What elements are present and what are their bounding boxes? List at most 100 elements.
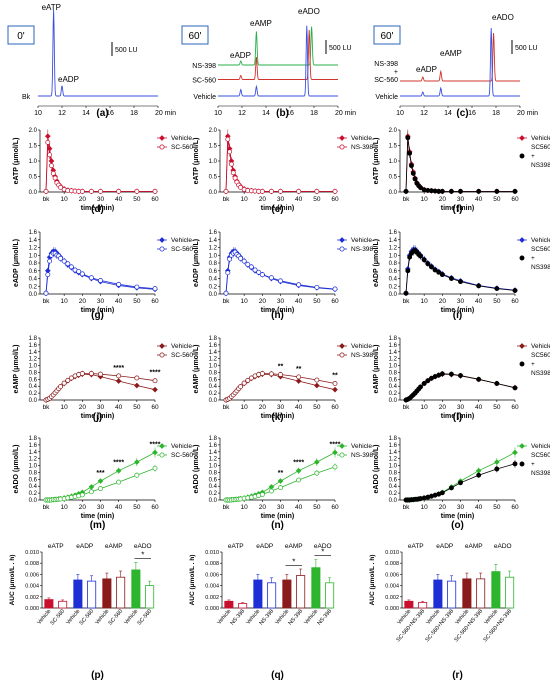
panel-label-g: (g) (91, 310, 104, 321)
y-axis-title: eAMP (μmol/L) (13, 345, 20, 394)
y-tick-label: 0.006 (385, 572, 399, 578)
y-tick-label: 1.0 (209, 364, 218, 370)
data-point (476, 283, 482, 289)
significance-mark: **** (330, 441, 341, 448)
data-point (412, 176, 418, 182)
x-tick-label: 18 (310, 110, 318, 117)
y-tick-label: 1.0 (389, 253, 398, 259)
x-tick-label: bk (403, 298, 411, 305)
data-point (159, 352, 165, 358)
data-point (259, 492, 265, 497)
y-tick-label: 0.2 (209, 391, 218, 397)
y-tick-label: 0.4 (209, 277, 218, 283)
legend-label: Vehicle (531, 135, 550, 142)
data-point (296, 477, 302, 483)
y-tick-label: 1.8 (29, 336, 38, 342)
y-tick-label: 0.002 (385, 595, 399, 601)
legend-label: NS398 (531, 162, 550, 169)
trace-label: Vehicle (375, 94, 398, 101)
y-tick-label: 0.6 (209, 477, 218, 483)
peak-label: eADP (58, 75, 79, 84)
data-point (458, 279, 463, 285)
y-tick-label: 0.6 (29, 269, 38, 275)
data-point (512, 461, 518, 467)
x-tick-label: 14 (444, 110, 452, 117)
x-tick-label: 30 (457, 196, 465, 203)
y-tick-label: 1.2 (389, 357, 398, 363)
legend-label: SC560 (531, 452, 550, 459)
panel-label-h: (h) (271, 310, 284, 321)
x-tick-label: 60 (151, 404, 159, 411)
bar (282, 579, 292, 609)
legend-label: + (531, 461, 535, 468)
significance-mark: **** (113, 365, 124, 372)
bar (505, 576, 515, 609)
y-tick-label: 0.4 (389, 484, 398, 490)
data-point (98, 277, 103, 283)
data-point (475, 467, 482, 474)
y-tick-label: 1.2 (209, 357, 218, 363)
y-axis-title: eADO (μmol/L) (13, 444, 20, 493)
peak-label: eADO (492, 13, 514, 22)
data-point (134, 459, 140, 465)
y-tick-label: 0.6 (209, 377, 218, 383)
bar-label: SC-560 (79, 608, 96, 626)
x-tick-label: 40 (295, 196, 303, 203)
significance-mark: **** (150, 441, 161, 448)
x-axis-title: time (min) (81, 513, 114, 520)
legend-label: NS-398 (351, 144, 373, 151)
data-point (268, 371, 274, 377)
x-tick-label: 50 (493, 404, 501, 411)
bar-label: SC-560 (50, 608, 67, 626)
x-tick-label: 50 (313, 504, 321, 511)
y-axis-title: AUC (μmol/L . h) (369, 555, 376, 606)
legend-label: NS-398 (351, 352, 373, 359)
legend-label: SC560 (531, 352, 550, 359)
y-tick-label: 1.2 (209, 457, 218, 463)
significance-mark: * (141, 550, 144, 559)
legend-label: NS398 (531, 264, 550, 271)
group-label: eADO (134, 543, 152, 550)
y-axis-title: eAMP (μmol/L) (373, 345, 380, 394)
bar (145, 585, 155, 609)
bar-label: NS-398 (317, 608, 334, 626)
data-point (256, 269, 262, 275)
x-tick-label: 40 (295, 504, 303, 511)
data-point (98, 188, 103, 194)
x-tick-label: 10 (241, 504, 249, 511)
chart-g: 0.0 0.20.4 0.6 0.8 1.01.2 1.4 1.6 bk 10 20 30 40 50 6… (13, 230, 193, 314)
time-box-label: 0' (17, 31, 25, 42)
data-point (115, 378, 122, 384)
y-tick-label: 0.0 (209, 190, 218, 196)
y-tick-label: 1.6 (389, 343, 398, 349)
y-tick-label: 1.4 (389, 350, 398, 356)
chart-i: 0.0 0.20.4 0.6 0.8 1.01.2 1.4 1.6 bk 10 20 30 40 50 6… (373, 230, 550, 314)
bar (325, 582, 335, 609)
data-point (116, 188, 122, 194)
x-tick-label: 60 (511, 504, 519, 511)
y-tick-label: 0.000 (385, 606, 399, 612)
y-tick-label: 0.008 (205, 561, 219, 567)
data-point (152, 386, 158, 393)
data-point (68, 264, 74, 270)
data-point (65, 377, 71, 383)
y-tick-label: 2.0 (389, 128, 398, 134)
y-tick-label: 1.0 (389, 464, 398, 470)
data-point (68, 375, 74, 381)
data-point (88, 484, 95, 490)
bar-label: SC-560 (137, 608, 154, 626)
y-tick-label: 0.8 (29, 370, 38, 376)
x-tick-label: 20 min (335, 110, 356, 117)
legend-label: Vehicle (351, 343, 372, 350)
y-tick-label: 0.2 (29, 391, 38, 397)
panel-label-a: (a) (96, 108, 108, 119)
y-tick-label: 0.8 (389, 370, 398, 376)
x-tick-label: 20 min (517, 110, 538, 117)
data-point (458, 188, 463, 194)
x-tick-label: 10 (61, 298, 69, 305)
y-tick-label: 0.0 (29, 398, 38, 404)
y-tick-label: 0.0 (389, 398, 398, 404)
group-label: eATP (48, 543, 64, 550)
data-point (512, 188, 518, 194)
data-point (115, 467, 122, 474)
